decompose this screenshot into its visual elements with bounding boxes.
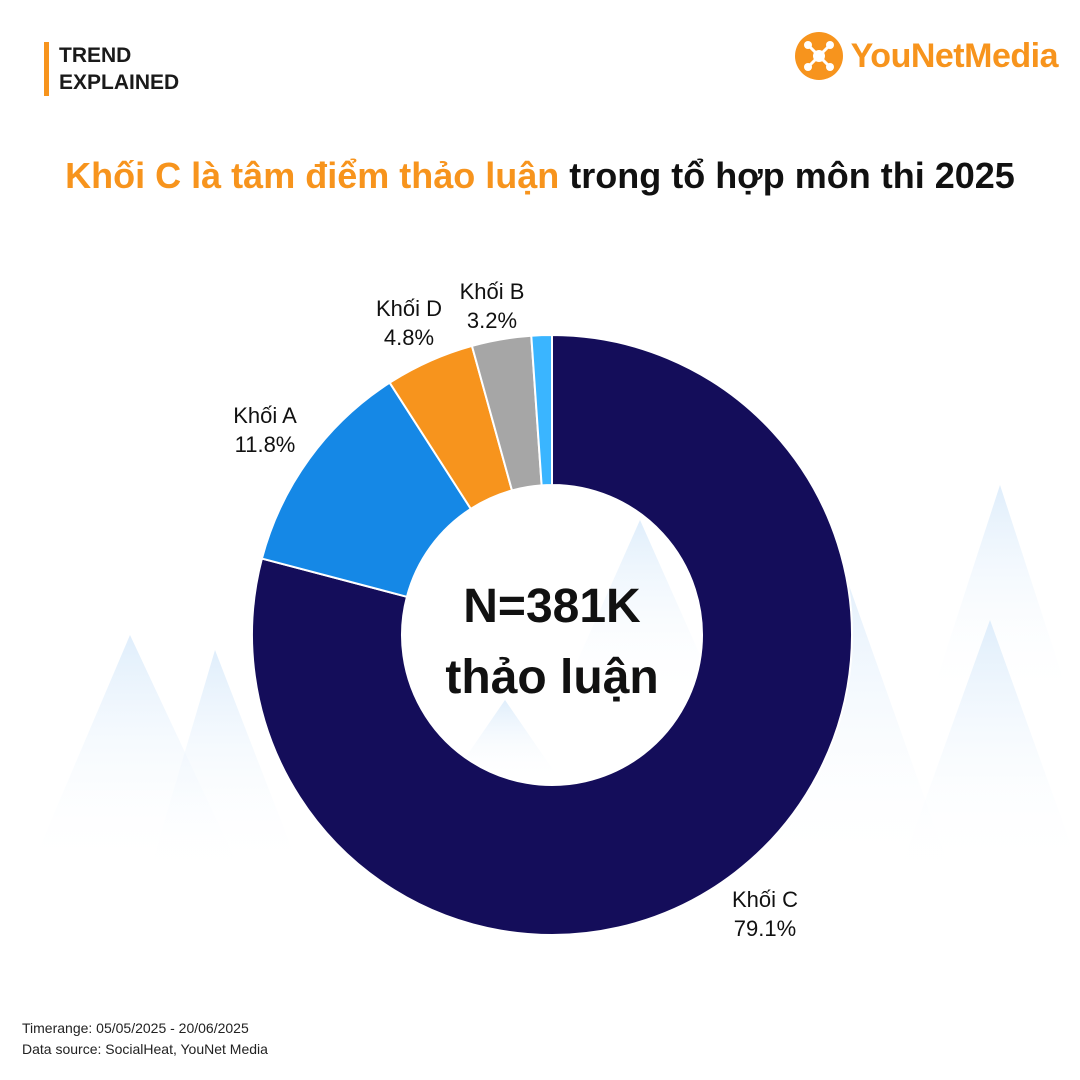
slice-name: Khối C [732, 887, 798, 912]
slice-name: Khối B [460, 279, 525, 304]
footer-source: Data source: SocialHeat, YouNet Media [22, 1041, 268, 1057]
footer-notes: Timerange: 05/05/2025 - 20/06/2025 Data … [22, 1018, 268, 1060]
headline-highlight: Khối C là tâm điểm thảo luận [65, 155, 560, 196]
slice-value: 11.8% [235, 432, 296, 457]
brand-line-2: EXPLAINED [59, 71, 180, 94]
center-label: N=381K [463, 580, 641, 633]
slice-value: 3.2% [467, 308, 517, 333]
slice-name: Khối D [376, 296, 442, 321]
slice-label: Khối C 79.1% [732, 887, 798, 941]
center-label: thảo luận [445, 651, 658, 704]
donut-slice-Khối A [260, 381, 473, 599]
slice-label: Khối A 11.8% [233, 403, 297, 457]
donut-slice-Khối C [251, 333, 853, 936]
slice-label: Khối B 3.2% [460, 279, 525, 333]
donut-slice [530, 333, 553, 487]
younet-media-logo: YouNetMedia [793, 30, 1058, 82]
logo-media: Media [964, 36, 1058, 75]
logo-you: You [850, 36, 912, 75]
chart-headline: Khối C là tâm điểm thảo luận trong tổ hợ… [0, 155, 1080, 197]
network-logo-icon [794, 32, 843, 80]
slice-value: 79.1% [734, 916, 796, 941]
trend-explained-badge: TREND EXPLAINED [44, 42, 179, 96]
brand-line-1: TREND [59, 44, 132, 67]
logo-wordmark: YouNetMedia [850, 36, 1059, 76]
footer-timerange: Timerange: 05/05/2025 - 20/06/2025 [22, 1020, 249, 1036]
slice-name: Khối A [233, 403, 297, 428]
slice-label: Khối D 4.8% [376, 296, 442, 350]
headline-rest: trong tổ hợp môn thi 2025 [559, 155, 1015, 196]
slice-value: 4.8% [384, 325, 434, 350]
logo-net: Net [910, 36, 965, 75]
